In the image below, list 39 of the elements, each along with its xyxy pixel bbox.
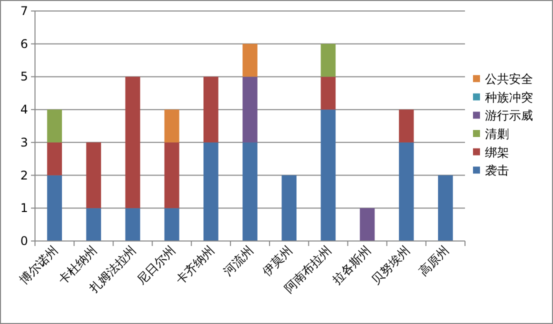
legend-label: 袭击 (485, 164, 509, 178)
bar (125, 76, 140, 208)
bar (242, 44, 258, 77)
bar (47, 142, 62, 176)
legend-label: 清剿 (485, 127, 509, 141)
bar (203, 142, 218, 241)
bar (86, 142, 102, 208)
bar (125, 208, 140, 241)
bar (203, 76, 218, 142)
bar (164, 142, 180, 208)
legend-label: 种族冲突 (485, 90, 533, 104)
y-tick-label: 3 (20, 135, 28, 150)
bar (398, 110, 414, 142)
bar (164, 208, 180, 241)
bar (360, 208, 375, 241)
y-tick-label: 5 (20, 70, 28, 84)
bar (398, 142, 414, 241)
bar (242, 76, 258, 142)
bar (242, 142, 258, 241)
bar (86, 208, 102, 241)
bar (164, 110, 180, 142)
y-tick-label: 4 (20, 102, 28, 117)
y-tick-label: 0 (20, 234, 28, 248)
bar (47, 175, 62, 241)
x-tick-label: 高原州 (416, 243, 452, 279)
y-tick-label: 6 (20, 36, 28, 51)
bar (282, 175, 297, 241)
y-tick-label: 7 (20, 4, 28, 18)
y-tick-label: 1 (20, 201, 28, 216)
legend-label: 公共安全 (485, 72, 533, 86)
bar (320, 76, 336, 110)
bar (320, 44, 336, 77)
x-tick-label: 河流州 (220, 243, 256, 279)
legend-label: 绑架 (485, 145, 509, 160)
legend-label: 游行示威 (485, 108, 533, 123)
y-tick-label: 2 (20, 168, 28, 182)
bar (320, 110, 336, 241)
bar (438, 175, 453, 241)
bar (47, 110, 62, 142)
